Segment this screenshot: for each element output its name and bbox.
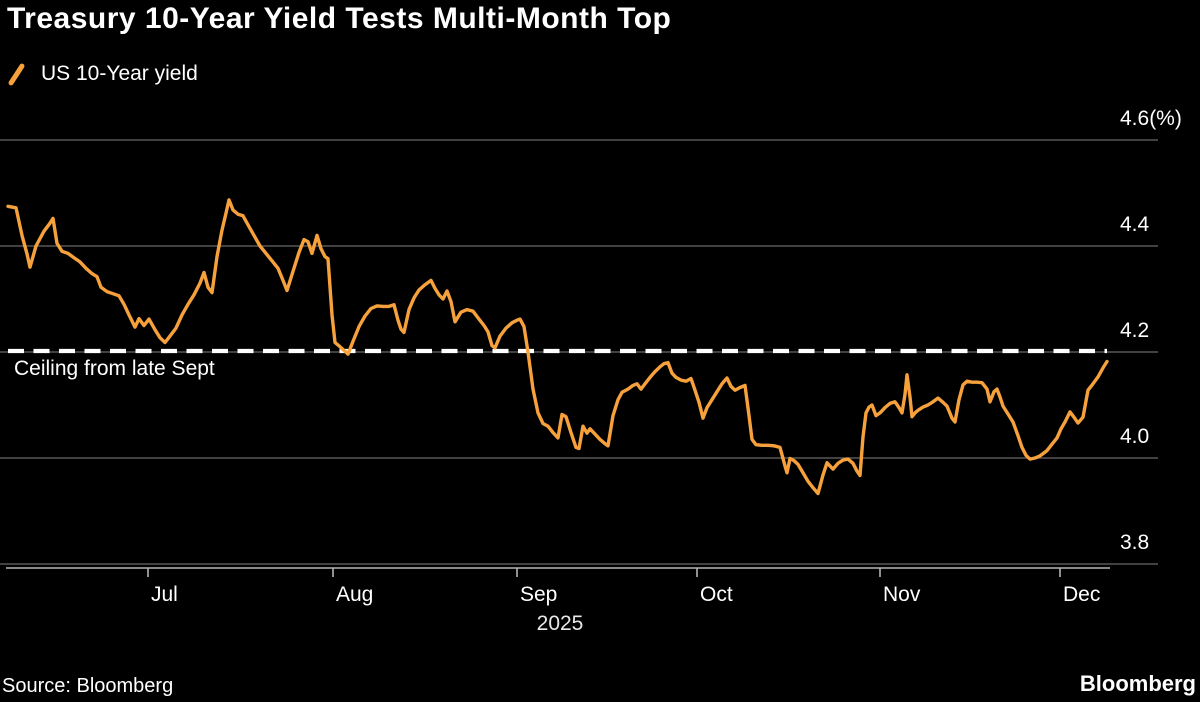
y-axis-label-4.0: 4.0 xyxy=(1120,425,1150,448)
x-axis-label-Aug: Aug xyxy=(336,583,374,606)
x-axis-label-Jul: Jul xyxy=(151,583,178,606)
us-10-year-yield-line xyxy=(6,198,1109,496)
legend: US 10-Year yield xyxy=(7,60,198,88)
x-axis-label-Dec: Dec xyxy=(1063,583,1101,606)
x-axis-label-Sep: Sep xyxy=(520,583,558,606)
x-axis-label-Oct: Oct xyxy=(700,583,733,606)
y-axis-label-4.4: 4.4 xyxy=(1120,213,1150,236)
x-axis-label-Nov: Nov xyxy=(883,583,921,606)
page-title: Treasury 10-Year Yield Tests Multi-Month… xyxy=(7,2,672,35)
source-attribution: Source: Bloomberg xyxy=(2,675,174,697)
ceiling-annotation-label: Ceiling from late Sept xyxy=(14,357,215,380)
legend-series-label: US 10-Year yield xyxy=(41,62,198,85)
y-axis-label-4.2: 4.2 xyxy=(1120,319,1150,342)
y-axis-label-4.6(%): 4.6(%) xyxy=(1120,107,1182,130)
bloomberg-logo: Bloomberg xyxy=(1079,671,1196,696)
legend-line-swatch-icon xyxy=(7,62,26,86)
y-axis-label-3.8: 3.8 xyxy=(1120,531,1150,554)
x-axis-year-label: 2025 xyxy=(536,612,584,635)
